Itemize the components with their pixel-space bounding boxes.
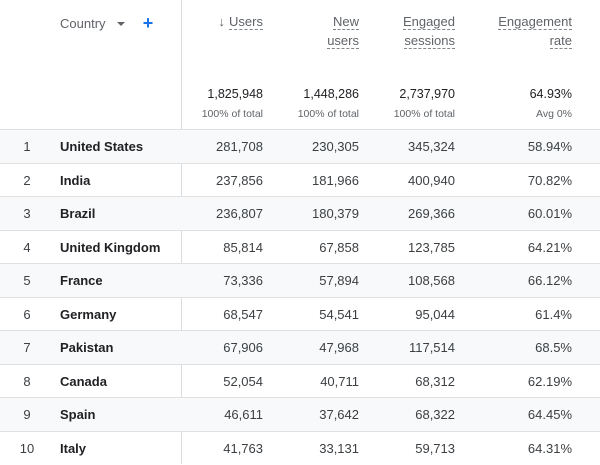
country-name[interactable]: Italy [60,441,87,456]
users-value: 46,611 [224,407,263,422]
dimension-label: Country [60,16,106,31]
table-row[interactable]: 8 Canada 52,054 40,711 68,312 62.19% [0,364,600,398]
country-name[interactable]: Brazil [60,206,96,221]
engagement-rate-value: 64.31% [527,441,572,456]
total-engaged-sessions: 2,737,970 [399,87,455,101]
country-name[interactable]: Pakistan [60,340,114,355]
users-value: 281,708 [216,139,263,154]
row-index: 6 [23,307,31,322]
engagement-rate-value: 58.94% [527,139,572,154]
column-header-engaged-sessions[interactable]: Engaged sessions [360,12,455,50]
users-header-label: Users [229,14,263,30]
engagement-rate-value: 66.12% [527,273,572,288]
total-users-sub: 100% of total [201,108,263,120]
new-users-value: 54,541 [319,307,359,322]
table-row[interactable]: 4 United Kingdom 85,814 67,858 123,785 6… [0,230,600,264]
engaged-sessions-header-line1: Engaged [402,14,455,30]
table-row[interactable]: 10 Italy 41,763 33,131 59,713 64.31% [0,431,600,465]
total-new-users-sub: 100% of total [297,108,359,120]
country-name[interactable]: Germany [60,307,117,322]
row-index: 8 [23,374,31,389]
users-value: 68,547 [223,307,263,322]
engagement-rate-value: 68.5% [535,340,572,355]
arrow-down-icon: ↓ [218,14,226,29]
table-row[interactable]: 3 Brazil 236,807 180,379 269,366 60.01% [0,196,600,230]
row-index: 10 [19,441,35,456]
row-index: 3 [23,206,31,221]
country-name[interactable]: Spain [60,407,96,422]
total-engagement-rate: 64.93% [529,87,572,101]
country-name[interactable]: France [60,273,103,288]
engaged-sessions-value: 108,568 [408,273,455,288]
engaged-sessions-value: 68,312 [415,374,455,389]
row-index: 7 [23,340,31,355]
engagement-rate-value: 64.45% [527,407,572,422]
engaged-sessions-header-line2: sessions [404,33,455,49]
table-row[interactable]: 9 Spain 46,611 37,642 68,322 64.45% [0,397,600,431]
engaged-sessions-value: 400,940 [408,173,455,188]
engagement-rate-value: 61.4% [535,307,572,322]
new-users-header-line1: New [332,14,359,30]
new-users-value: 47,968 [319,340,359,355]
table-row[interactable]: 7 Pakistan 67,906 47,968 117,514 68.5% [0,330,600,364]
engaged-sessions-value: 95,044 [415,307,455,322]
new-users-value: 67,858 [319,240,359,255]
new-users-value: 180,379 [312,206,359,221]
users-value: 52,054 [223,374,263,389]
add-dimension-button[interactable]: + [143,14,154,33]
caret-down-icon [117,22,126,26]
plus-icon: + [142,13,154,33]
dimension-header: Country + [60,14,153,33]
engaged-sessions-value: 117,514 [408,340,455,355]
users-value: 67,906 [223,340,263,355]
new-users-value: 40,711 [320,374,359,389]
row-index: 1 [23,139,31,154]
new-users-value: 230,305 [312,139,359,154]
row-index: 2 [23,173,31,188]
column-header-users[interactable]: ↓ Users [182,12,263,31]
country-name[interactable]: India [60,173,91,188]
column-header-engagement-rate[interactable]: Engagement rate [456,12,572,50]
column-divider [181,0,182,464]
dimension-selector[interactable]: Country [60,14,126,33]
row-index: 4 [23,240,31,255]
engagement-rate-header-line2: rate [549,33,572,49]
engagement-rate-value: 62.19% [527,374,572,389]
users-value: 41,763 [223,441,263,456]
total-new-users: 1,448,286 [303,87,359,101]
engagement-rate-value: 64.21% [527,240,572,255]
engagement-rate-value: 70.82% [527,173,572,188]
users-value: 237,856 [216,173,263,188]
country-name[interactable]: Canada [60,374,107,389]
table-row[interactable]: 2 India 237,856 181,966 400,940 70.82% [0,163,600,197]
new-users-value: 37,642 [319,407,359,422]
new-users-header-line2: users [327,33,359,49]
engaged-sessions-value: 123,785 [408,240,455,255]
users-value: 236,807 [216,206,263,221]
table-row[interactable]: 5 France 73,336 57,894 108,568 66.12% [0,263,600,297]
new-users-value: 57,894 [319,273,359,288]
table-row[interactable]: 1 United States 281,708 230,305 345,324 … [0,129,600,163]
users-value: 85,814 [223,240,263,255]
column-header-new-users[interactable]: New users [264,12,359,50]
total-engaged-sessions-sub: 100% of total [393,108,455,120]
engaged-sessions-value: 59,713 [415,441,455,456]
total-engagement-rate-sub: Avg 0% [536,108,572,120]
table-row[interactable]: 6 Germany 68,547 54,541 95,044 61.4% [0,297,600,331]
country-name[interactable]: United States [60,139,144,154]
total-users: 1,825,948 [207,87,263,101]
row-index: 5 [23,273,31,288]
new-users-value: 33,131 [319,441,359,456]
row-index: 9 [23,407,31,422]
engaged-sessions-value: 345,324 [408,139,455,154]
country-name[interactable]: United Kingdom [60,240,161,255]
engaged-sessions-value: 68,322 [415,407,455,422]
engagement-rate-value: 60.01% [527,206,572,221]
engagement-rate-header-line1: Engagement [498,14,572,30]
new-users-value: 181,966 [312,173,359,188]
engaged-sessions-value: 269,366 [408,206,455,221]
users-value: 73,336 [223,273,263,288]
